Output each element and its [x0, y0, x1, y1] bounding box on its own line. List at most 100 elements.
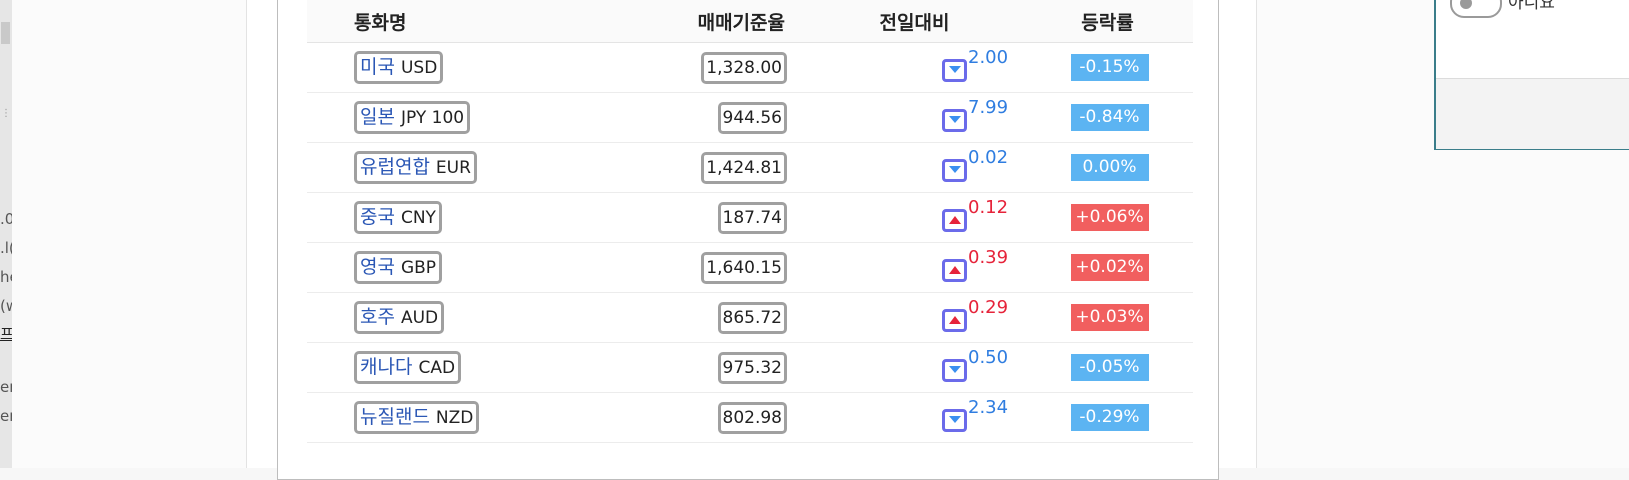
currency-cell: 일본 JPY 100	[307, 92, 562, 143]
left-fragment: er	[0, 378, 14, 396]
currency-code: GBP	[400, 258, 437, 278]
change-value: 0.02	[968, 146, 1009, 168]
caret-down-icon[interactable]	[942, 158, 967, 182]
panel-footer	[1436, 78, 1629, 149]
rate-cell: 944.56	[562, 92, 787, 143]
currency-code: EUR	[435, 158, 471, 178]
caret-down-icon[interactable]	[942, 108, 967, 132]
rate-cell: 865.72	[562, 292, 787, 343]
header-currency-name: 통화명	[307, 0, 562, 43]
change-cell: 0.29	[787, 292, 1012, 343]
base-rate-value[interactable]: 1,328.00	[701, 51, 787, 84]
currency-code: NZD	[435, 408, 474, 428]
change-cell: 0.02	[787, 142, 1012, 193]
change-value: 0.29	[968, 296, 1009, 318]
currency-name: 유럽연합	[360, 156, 430, 178]
currency-link[interactable]: 중국 CNY	[354, 201, 442, 234]
header-base-rate: 매매기준율	[562, 0, 787, 43]
currency-link[interactable]: 뉴질랜드 NZD	[354, 401, 480, 434]
currency-cell: 뉴질랜드 NZD	[307, 392, 562, 443]
caret-up-icon[interactable]	[942, 208, 967, 232]
percent-cell: 0.00%	[1012, 142, 1193, 193]
percent-badge: 0.00%	[1070, 154, 1149, 181]
toggle-knob	[1460, 0, 1472, 9]
caret-up-icon[interactable]	[942, 308, 967, 332]
base-rate-value[interactable]: 944.56	[717, 101, 787, 134]
toggle-switch[interactable]	[1450, 0, 1502, 18]
currency-cell: 미국 USD	[307, 42, 562, 93]
currency-link[interactable]: 미국 USD	[354, 51, 444, 84]
table-row: 뉴질랜드 NZD 802.98 2.34 -0.29%	[307, 392, 1193, 443]
change-cell: 0.50	[787, 342, 1012, 393]
percent-badge: -0.05%	[1070, 354, 1149, 381]
base-rate-value[interactable]: 975.32	[717, 351, 787, 384]
left-fragment: (w	[0, 297, 14, 315]
base-rate-value[interactable]: 802.98	[717, 401, 787, 434]
change-cell: 0.12	[787, 192, 1012, 243]
percent-badge: +0.06%	[1070, 204, 1149, 231]
table-row: 유럽연합 EUR 1,424.81 0.02 0.00%	[307, 142, 1193, 193]
left-fragment: .l(	[0, 239, 14, 257]
currency-code: CAD	[418, 358, 456, 378]
currency-name: 뉴질랜드	[360, 406, 430, 428]
caret-down-icon[interactable]	[942, 58, 967, 82]
percent-cell: +0.06%	[1012, 192, 1193, 243]
side-panel: 아니요	[1434, 0, 1629, 150]
change-value: 0.12	[968, 196, 1009, 218]
header-change: 전일대비	[787, 0, 1012, 43]
rate-cell: 975.32	[562, 342, 787, 393]
table-row: 중국 CNY 187.74 0.12 +0.06%	[307, 192, 1193, 243]
rate-cell: 1,424.81	[562, 142, 787, 193]
percent-cell: +0.03%	[1012, 292, 1193, 343]
caret-up-icon[interactable]	[942, 258, 967, 282]
left-fragment: he	[0, 268, 14, 286]
base-rate-value[interactable]: 1,424.81	[701, 151, 787, 184]
table-row: 영국 GBP 1,640.15 0.39 +0.02%	[307, 242, 1193, 293]
change-cell: 2.34	[787, 392, 1012, 443]
percent-badge: +0.03%	[1070, 304, 1149, 331]
currency-name: 호주	[360, 306, 395, 328]
base-rate-value[interactable]: 1,640.15	[701, 251, 787, 284]
header-percent: 등락률	[1012, 0, 1193, 43]
percent-cell: -0.29%	[1012, 392, 1193, 443]
currency-cell: 캐나다 CAD	[307, 342, 562, 393]
percent-badge: -0.15%	[1070, 54, 1149, 81]
currency-link[interactable]: 일본 JPY 100	[354, 101, 471, 134]
currency-name: 중국	[360, 206, 395, 228]
currency-cell: 중국 CNY	[307, 192, 562, 243]
currency-name: 캐나다	[360, 356, 413, 378]
currency-link[interactable]: 유럽연합 EUR	[354, 151, 477, 184]
currency-cell: 영국 GBP	[307, 242, 562, 293]
table-row: 호주 AUD 865.72 0.29 +0.03%	[307, 292, 1193, 343]
change-value: 2.34	[968, 396, 1009, 418]
currency-name: 일본	[360, 106, 395, 128]
change-value: 7.99	[968, 96, 1009, 118]
left-fragment-link[interactable]: 프	[0, 325, 14, 343]
scrollbar-thumb[interactable]	[1, 22, 10, 44]
panel-body: 아니요	[1436, 0, 1629, 78]
toggle-label: 아니요	[1508, 0, 1555, 13]
percent-badge: -0.84%	[1070, 104, 1149, 131]
base-rate-value[interactable]: 187.74	[717, 201, 787, 234]
percent-cell: +0.02%	[1012, 242, 1193, 293]
change-cell: 2.00	[787, 42, 1012, 93]
change-value: 2.00	[968, 46, 1009, 68]
currency-link[interactable]: 영국 GBP	[354, 251, 443, 284]
currency-cell: 유럽연합 EUR	[307, 142, 562, 193]
left-fragment: .0	[0, 210, 14, 228]
table-row: 일본 JPY 100 944.56 7.99 -0.84%	[307, 92, 1193, 143]
currency-code: USD	[400, 58, 438, 78]
currency-code: CNY	[400, 208, 436, 228]
rate-cell: 1,328.00	[562, 42, 787, 93]
caret-down-icon[interactable]	[942, 408, 967, 432]
left-dots: ⋮⋮	[1, 108, 21, 119]
table-row: 캐나다 CAD 975.32 0.50 -0.05%	[307, 342, 1193, 393]
currency-link[interactable]: 캐나다 CAD	[354, 351, 462, 384]
change-value: 0.39	[968, 246, 1009, 268]
currency-cell: 호주 AUD	[307, 292, 562, 343]
currency-link[interactable]: 호주 AUD	[354, 301, 445, 334]
caret-down-icon[interactable]	[942, 358, 967, 382]
table-row: 미국 USD 1,328.00 2.00 -0.15%	[307, 42, 1193, 93]
currency-name: 미국	[360, 56, 395, 78]
base-rate-value[interactable]: 865.72	[717, 301, 787, 334]
